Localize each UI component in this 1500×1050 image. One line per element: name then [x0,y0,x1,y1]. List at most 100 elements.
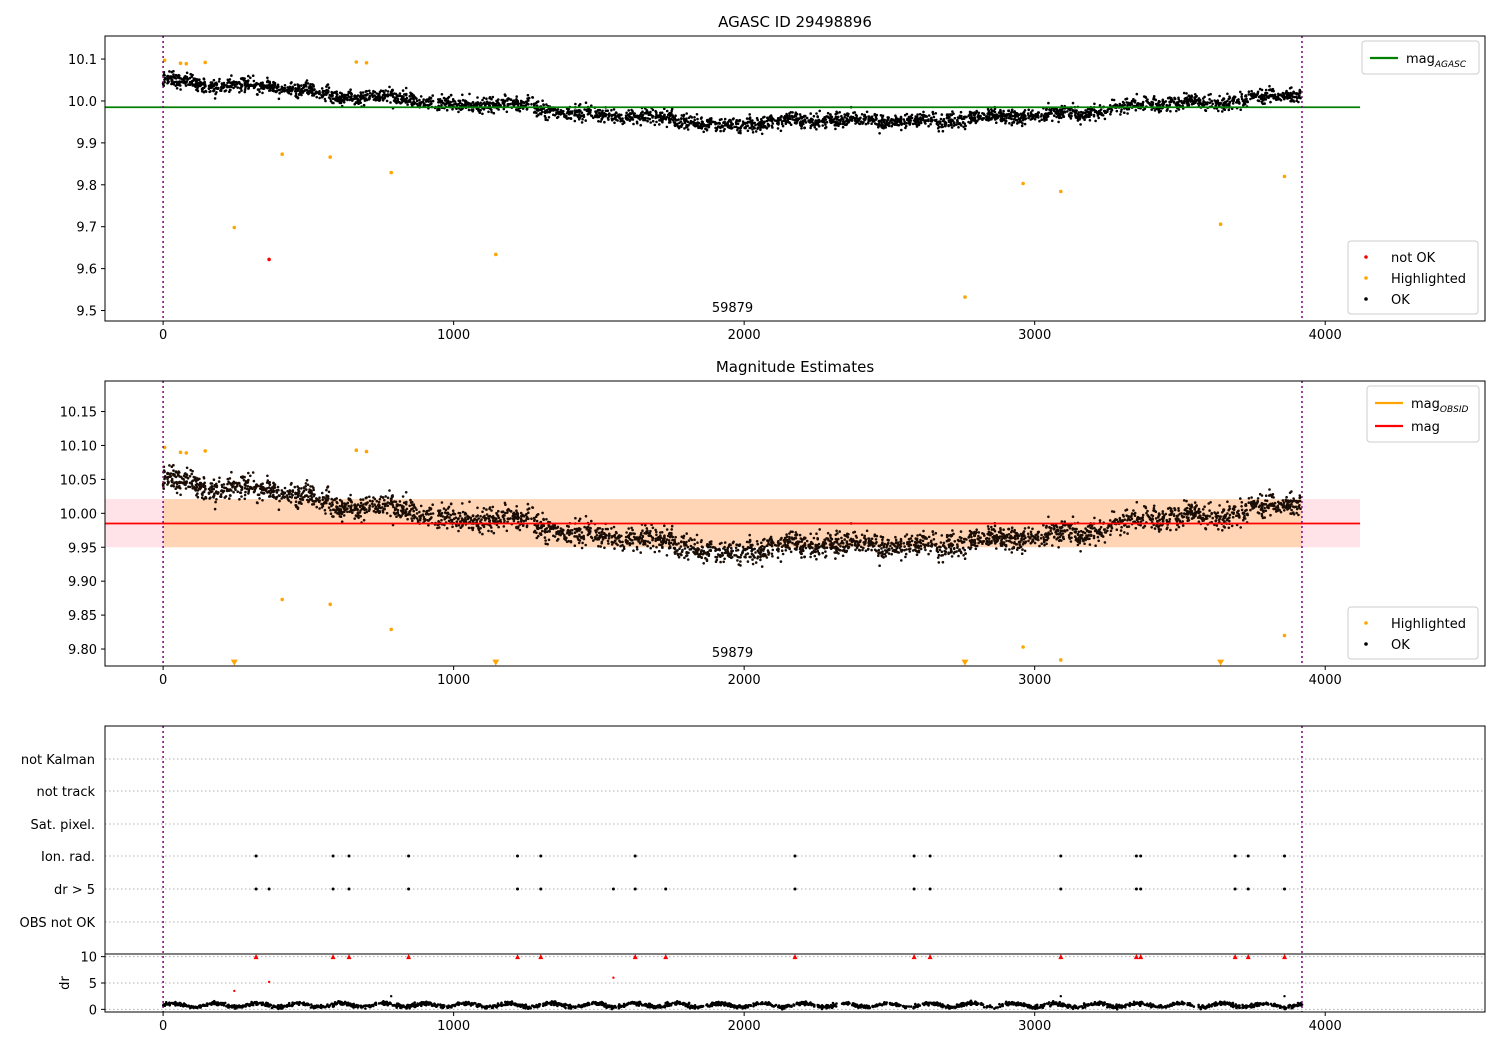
ok-point [670,109,673,113]
ok-point [1130,512,1134,515]
ok-point [1096,114,1100,117]
ok-point [872,118,875,121]
ok-point [828,119,832,122]
ok-point [794,111,798,114]
ok-point [785,114,789,117]
ok-point [250,84,253,87]
ok-point [418,510,421,514]
ok-point [1228,104,1231,107]
ok-point [809,126,812,130]
ok-point [875,534,879,538]
ok-point [815,112,818,115]
ok-point [166,78,169,81]
ok-point [1208,509,1211,512]
ok-point [219,495,222,498]
ok-point [613,121,616,125]
ok-point [816,119,819,122]
ok-point [219,88,223,91]
ok-point [272,89,275,92]
ok-point [969,546,973,549]
ok-point [518,109,522,113]
ok-point [1223,526,1227,529]
ok-point [953,116,957,120]
ok-point [311,492,314,496]
ok-point [746,124,750,128]
ok-point [680,535,684,538]
ok-point [679,545,683,548]
ok-point [788,537,791,540]
ok-point [1085,534,1088,537]
ok-point [607,118,610,121]
ok-point [694,122,698,125]
ok-point [398,92,402,95]
ok-point [842,118,845,121]
ok-point [799,121,802,124]
ok-point [419,95,423,98]
ok-point [840,536,843,540]
ok-point [482,96,486,100]
ok-point [838,111,841,114]
ok-point [215,83,219,86]
ok-point [1236,99,1239,102]
ok-point [365,89,369,93]
ok-point [877,125,880,129]
ok-point [1223,108,1227,111]
ok-point [383,97,386,100]
ok-point [795,546,799,549]
ok-point [649,113,653,117]
ok-point [440,93,444,96]
ok-point [766,119,769,123]
ok-point [853,116,856,120]
ok-point [536,513,540,516]
ok-point [687,539,691,542]
ok-point [198,78,201,81]
ok-point [410,503,414,507]
ok-point [696,541,699,544]
ok-point [737,126,741,130]
ok-point [1099,108,1103,111]
ok-point [228,78,232,81]
ok-point [330,94,334,98]
ok-point [342,101,346,104]
ok-point [990,108,993,111]
ok-point [1007,112,1011,116]
ok-point [1043,116,1047,120]
ok-point [261,91,264,95]
ok-point [845,117,849,120]
ok-point [734,125,738,129]
ok-point [448,102,451,105]
ok-point [1069,540,1073,543]
ok-point [266,76,269,80]
ok-point [1211,516,1214,520]
ok-point [329,512,333,515]
ok-point [700,120,704,123]
ok-point [375,499,379,503]
ok-point [744,122,747,125]
ok-point [178,80,181,84]
ok-point [329,508,332,512]
ok-point [541,110,544,114]
ok-point [243,497,247,501]
ok-point [391,94,395,98]
ok-point [556,108,559,112]
ok-point [970,112,973,115]
ok-point [393,100,397,103]
ok-point [230,85,233,89]
ok-point [377,94,380,98]
ok-point [481,98,484,102]
ok-point [180,78,184,81]
ok-point [1027,108,1030,112]
ok-point [1073,114,1077,117]
ok-point [710,117,713,120]
ok-point [1005,114,1009,117]
ok-point [1260,100,1264,103]
ok-point [896,117,900,121]
not-ok-point [267,257,271,262]
ok-point [362,103,366,107]
ok-point [787,120,790,124]
ok-point [264,487,268,491]
ok-point [1161,519,1165,523]
ok-point [651,544,655,548]
ok-point [175,87,179,90]
highlighted-point [178,61,183,65]
